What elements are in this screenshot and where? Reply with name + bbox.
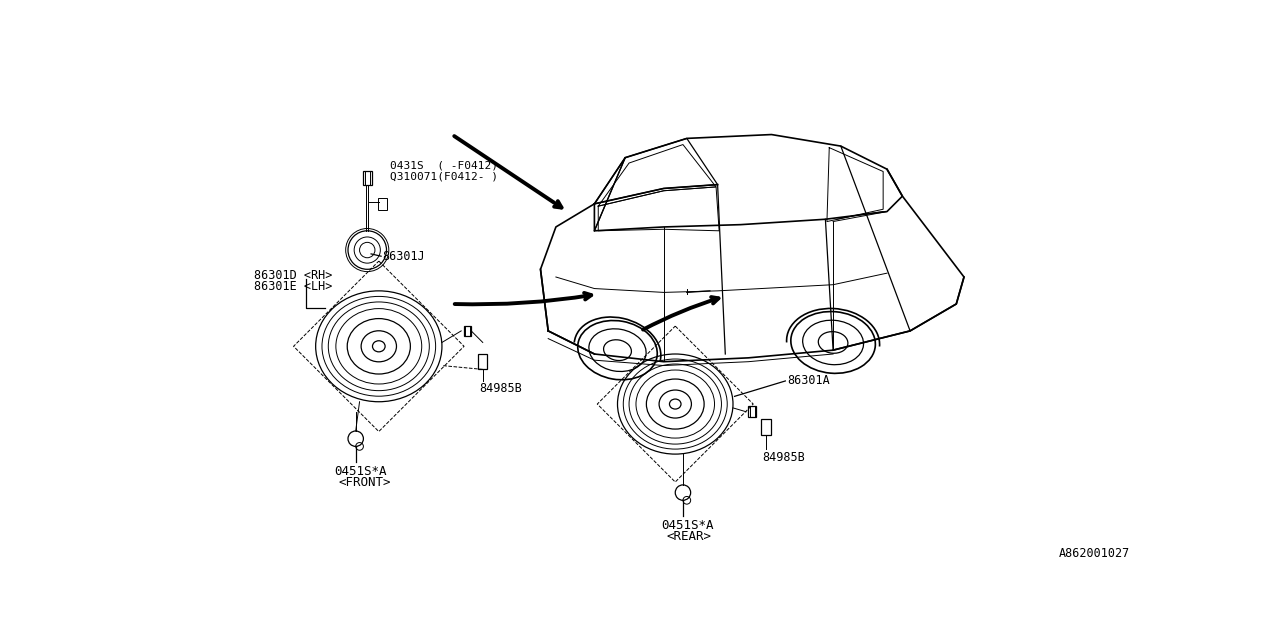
Text: 0451S*A: 0451S*A xyxy=(334,465,387,478)
Text: A862001027: A862001027 xyxy=(1059,547,1129,561)
Text: 86301A: 86301A xyxy=(787,374,829,387)
Text: 86301D <RH>: 86301D <RH> xyxy=(253,269,333,282)
Bar xyxy=(762,419,771,435)
Bar xyxy=(362,171,372,184)
Text: <FRONT>: <FRONT> xyxy=(339,476,392,489)
Text: 0451S*A: 0451S*A xyxy=(662,519,714,532)
Bar xyxy=(479,354,488,369)
Text: 0431S  ( -F0412): 0431S ( -F0412) xyxy=(390,161,498,170)
Bar xyxy=(749,406,756,417)
Text: 84985B: 84985B xyxy=(763,451,805,465)
Text: <REAR>: <REAR> xyxy=(666,530,710,543)
Bar xyxy=(463,326,471,336)
Text: 84985B: 84985B xyxy=(479,382,522,395)
Text: 86301E <LH>: 86301E <LH> xyxy=(253,280,333,292)
Text: Q310071(F0412- ): Q310071(F0412- ) xyxy=(390,172,498,182)
Bar xyxy=(378,198,388,210)
Text: 86301J: 86301J xyxy=(383,250,425,262)
